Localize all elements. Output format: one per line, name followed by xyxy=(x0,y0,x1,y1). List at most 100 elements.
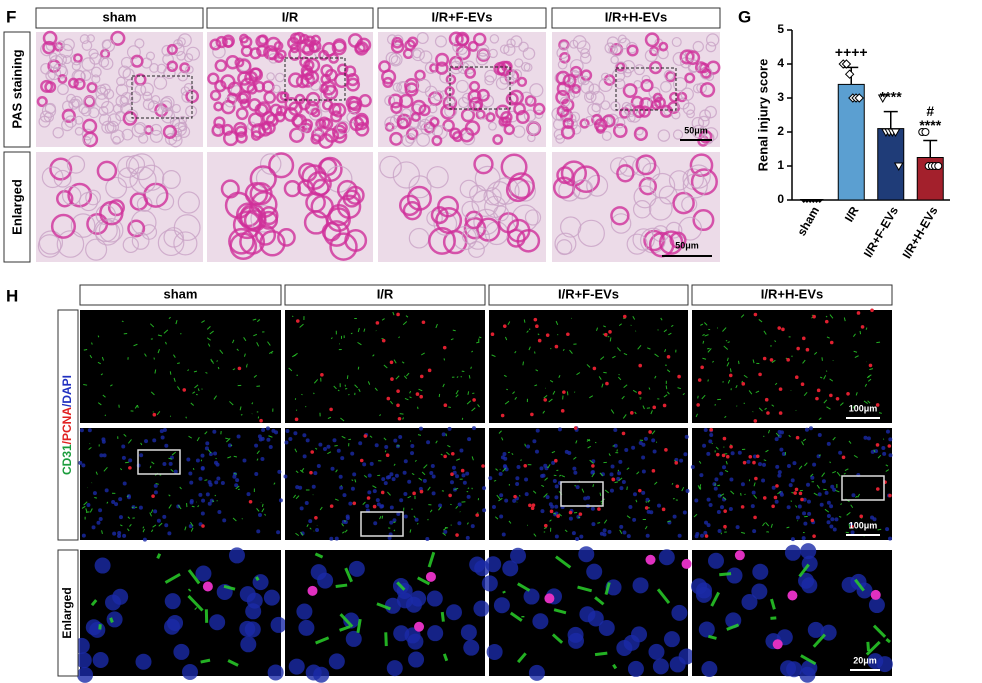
vessel xyxy=(358,388,361,392)
nucleus xyxy=(410,590,427,607)
tissue xyxy=(81,40,93,51)
vessel xyxy=(668,332,672,336)
zoom-box xyxy=(615,67,677,111)
vessel xyxy=(140,442,143,446)
nucleus xyxy=(799,666,816,683)
vessel xyxy=(315,636,330,645)
vessel xyxy=(604,582,611,595)
tissue xyxy=(258,122,273,137)
nucleus xyxy=(701,661,718,678)
pcna xyxy=(597,507,601,511)
nucleus xyxy=(156,518,161,523)
vessel xyxy=(356,618,362,634)
pcna xyxy=(513,494,517,499)
tissue xyxy=(61,118,74,132)
nucleus xyxy=(671,604,688,621)
tissue xyxy=(56,40,66,50)
tissue xyxy=(390,101,403,114)
vessel xyxy=(443,527,448,531)
pcna xyxy=(753,312,758,317)
nucleus xyxy=(383,481,388,486)
nucleus xyxy=(652,658,669,675)
tissue xyxy=(692,40,704,53)
vessel xyxy=(591,472,595,478)
pcna xyxy=(412,491,416,496)
tissue xyxy=(318,49,330,61)
vessel xyxy=(654,353,659,358)
nucleus xyxy=(790,478,795,483)
nucleus xyxy=(695,586,712,603)
vessel xyxy=(597,522,601,524)
vessel xyxy=(235,485,240,490)
vessel xyxy=(293,494,297,499)
tissue xyxy=(70,95,83,108)
nucleus xyxy=(214,480,219,485)
vessel xyxy=(850,504,854,509)
pcna xyxy=(762,356,767,361)
nucleus xyxy=(222,518,227,523)
tissue xyxy=(392,82,402,92)
tissue xyxy=(235,107,249,121)
vessel xyxy=(240,414,243,416)
nucleus xyxy=(392,518,397,523)
tissue xyxy=(74,126,84,136)
vessel xyxy=(241,518,243,520)
vessel xyxy=(724,469,729,473)
nucleus xyxy=(826,514,831,519)
vessel xyxy=(763,459,767,462)
vessel xyxy=(393,521,396,524)
nucleus xyxy=(205,441,210,446)
tissue xyxy=(618,37,631,50)
pcna xyxy=(248,499,253,504)
tissue xyxy=(157,229,185,257)
nucleus xyxy=(882,451,887,456)
nucleus xyxy=(316,464,321,469)
vessel xyxy=(821,472,826,477)
vessel xyxy=(586,364,591,368)
nucleus xyxy=(678,648,695,665)
pcna xyxy=(661,507,666,512)
tissue xyxy=(214,59,228,73)
tissue xyxy=(635,154,657,176)
tissue xyxy=(520,61,531,72)
tissue xyxy=(342,189,361,208)
pcna xyxy=(419,489,424,494)
nucleus xyxy=(578,546,595,563)
vessel xyxy=(622,414,627,419)
nucleus xyxy=(162,428,167,433)
vessel xyxy=(467,487,470,490)
tissue xyxy=(288,47,302,61)
pcna xyxy=(648,430,652,434)
vessel xyxy=(664,349,667,353)
nucleus xyxy=(164,593,181,610)
nucleus xyxy=(712,482,717,487)
tissue xyxy=(611,45,623,57)
zoom-box xyxy=(841,475,885,501)
vessel xyxy=(639,398,641,400)
pcna xyxy=(805,347,810,352)
pcna xyxy=(375,321,380,325)
nucleus xyxy=(414,517,419,522)
vessel xyxy=(421,471,426,476)
vessel xyxy=(301,467,305,472)
nucleus xyxy=(866,436,871,441)
vessel xyxy=(300,531,304,536)
vessel xyxy=(127,516,131,519)
tissue xyxy=(510,35,523,48)
pcna xyxy=(773,495,778,500)
nucleus xyxy=(512,498,517,503)
nucleus xyxy=(795,515,800,520)
vessel xyxy=(256,342,260,347)
row-label-box xyxy=(3,31,31,148)
vessel xyxy=(393,463,396,466)
vessel xyxy=(614,481,619,484)
nucleus xyxy=(874,449,879,454)
pcna xyxy=(151,494,155,498)
vessel xyxy=(586,439,591,442)
pcna xyxy=(778,411,783,415)
nucleus xyxy=(386,660,403,677)
tissue xyxy=(236,92,249,105)
tissue xyxy=(676,91,688,103)
vessel xyxy=(645,501,648,503)
vessel xyxy=(603,371,607,374)
